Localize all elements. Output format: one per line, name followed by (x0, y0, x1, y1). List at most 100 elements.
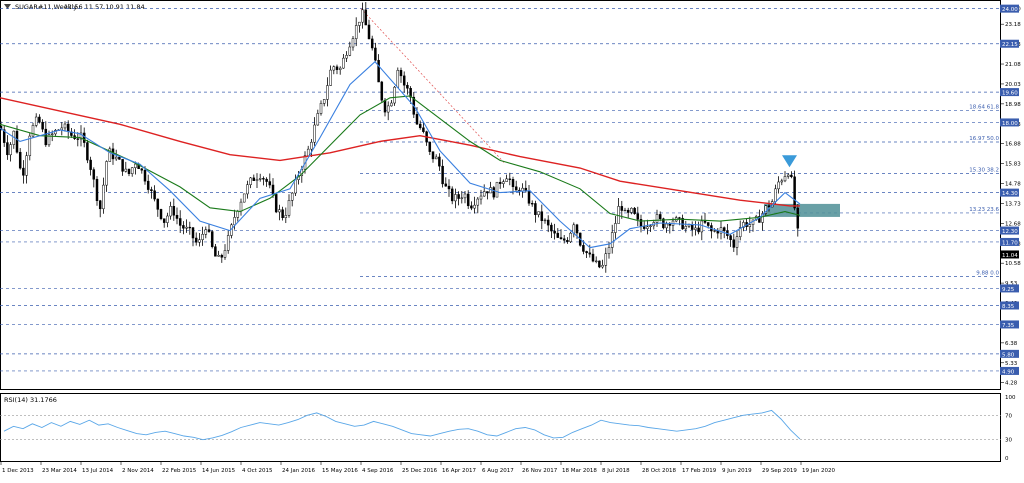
price-bar-body (684, 226, 688, 230)
current-price-tag-label: 11.04 (1002, 253, 1018, 259)
price-bar-body (143, 169, 147, 182)
price-bar (175, 207, 179, 225)
price-bar (604, 247, 608, 273)
price-bar-body (249, 177, 252, 185)
price-bar (322, 98, 326, 107)
price-bar (79, 125, 83, 147)
price-bar-body (623, 209, 627, 212)
price-bar-body (511, 179, 515, 188)
price-bar (700, 215, 704, 241)
price-bar-body (530, 203, 534, 205)
price-bar-body (431, 151, 435, 160)
time-axis-label: 13 Jul 2014 (82, 468, 114, 474)
price-bar (476, 196, 480, 214)
price-bar (534, 200, 537, 223)
price-bar-body (9, 144, 12, 156)
price-bar-body (399, 70, 403, 77)
price-bar-body (690, 224, 694, 230)
price-bar-body (6, 142, 9, 156)
price-bar (159, 208, 163, 221)
price-bar-body (588, 252, 592, 255)
price-bar (310, 138, 313, 158)
price-bar-body (374, 47, 377, 61)
price-bar-body (649, 225, 652, 227)
price-bar (473, 196, 476, 214)
price-bar (466, 190, 470, 210)
time-axis-label: 18 Mar 2018 (562, 468, 597, 474)
price-bar (559, 229, 563, 240)
price-tag (1000, 366, 1019, 375)
price-bar (386, 101, 390, 121)
price-bar-body (774, 188, 777, 202)
price-bar (367, 19, 371, 40)
price-bar (684, 220, 688, 233)
price-axis-label: 9.53 (1005, 281, 1018, 287)
price-bar-body (108, 148, 112, 162)
price-bar-body (342, 57, 345, 69)
price-bar-body (713, 230, 716, 232)
price-bar (214, 244, 217, 257)
price-bar (508, 172, 512, 186)
price-bar-body (287, 200, 291, 216)
rsi-label: RSI(14) 31.1766 (4, 396, 57, 404)
price-bar (594, 256, 598, 264)
time-axis-label: 22 Feb 2015 (162, 468, 197, 474)
price-tag-label: 14.30 (1002, 191, 1018, 197)
price-bar-body (306, 148, 310, 156)
price-bar (274, 192, 278, 214)
price-bar (121, 159, 124, 176)
price-bar-body (242, 193, 246, 203)
price-bar-body (198, 239, 201, 243)
price-bar (777, 176, 780, 194)
price-bar-body (146, 180, 150, 190)
price-bar-body (732, 239, 736, 248)
price-bar (399, 67, 403, 83)
price-bar (182, 221, 185, 235)
price-bar (543, 218, 547, 224)
price-bar (758, 209, 761, 223)
price-bar-body (386, 105, 390, 113)
price-bar (262, 176, 265, 186)
price-bar (530, 200, 534, 207)
price-bar-body (495, 181, 499, 198)
price-bar (217, 250, 220, 257)
signal-marker (782, 155, 797, 168)
time-axis-label: 29 Sep 2019 (762, 468, 797, 474)
price-bar (278, 204, 281, 221)
price-bar (460, 191, 464, 204)
chart-dropdown-icon[interactable] (4, 4, 11, 9)
price-bar-body (28, 135, 32, 156)
price-bar-body (41, 121, 44, 130)
rsi-axis-label: 70 (1005, 413, 1012, 419)
price-bar-body (351, 38, 355, 48)
price-bar-body (601, 265, 604, 268)
price-bar (649, 224, 652, 233)
price-bar (502, 179, 505, 188)
price-bar (191, 227, 195, 247)
price-bar-body (92, 169, 96, 180)
level-label: 15.30 38.2 (969, 168, 999, 174)
price-axis-label: 21.08 (1005, 62, 1021, 68)
rsi-panel: 100 70 30 0 (0, 395, 1016, 462)
price-bar (332, 65, 336, 75)
price-bar (95, 176, 99, 206)
price-bar (102, 177, 105, 214)
price-bar-body (44, 128, 48, 146)
price-tag (1000, 320, 1019, 329)
price-bar-body (550, 224, 553, 232)
price-bar-body (246, 184, 249, 195)
price-bar (729, 234, 732, 247)
price-bar-body (594, 260, 598, 262)
price-bar-body (508, 178, 512, 180)
price-bar-body (15, 130, 19, 153)
price-bar (607, 241, 611, 259)
price-bar-body (290, 192, 294, 201)
price-bar-body (50, 133, 54, 135)
price-bar-body (706, 222, 710, 226)
price-bar-body (617, 206, 620, 224)
price-bar (319, 100, 323, 116)
price-bar-body (313, 124, 316, 143)
price-bar (226, 230, 230, 254)
price-bar (268, 173, 272, 189)
price-bar-body (476, 198, 480, 206)
